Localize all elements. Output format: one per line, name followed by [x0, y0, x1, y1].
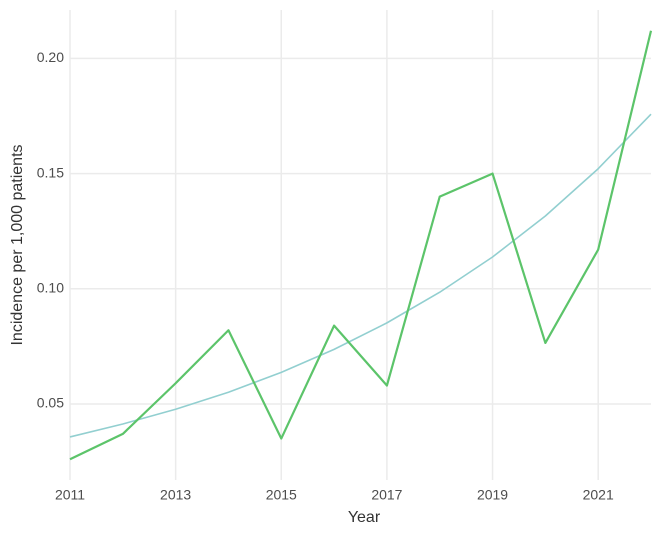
x-tick-label: 2013	[160, 487, 191, 503]
x-axis-title: Year	[348, 509, 381, 526]
line	[69, 113, 652, 438]
x-tick-label: 2011	[55, 487, 85, 503]
y-tick-label: 0.15	[37, 164, 64, 180]
x-tick-label: 2017	[371, 487, 402, 503]
y-axis-title: Incidence per 1,000 patients	[9, 144, 26, 345]
y-tick-label: 0.10	[37, 279, 64, 295]
x-tick-label: 2019	[477, 487, 508, 503]
y-tick-label: 0.05	[37, 395, 64, 411]
y-tick-label: 0.20	[37, 49, 64, 65]
line	[69, 30, 653, 461]
x-tick-label: 2021	[583, 487, 614, 503]
x-tick-label: 2015	[266, 487, 297, 503]
